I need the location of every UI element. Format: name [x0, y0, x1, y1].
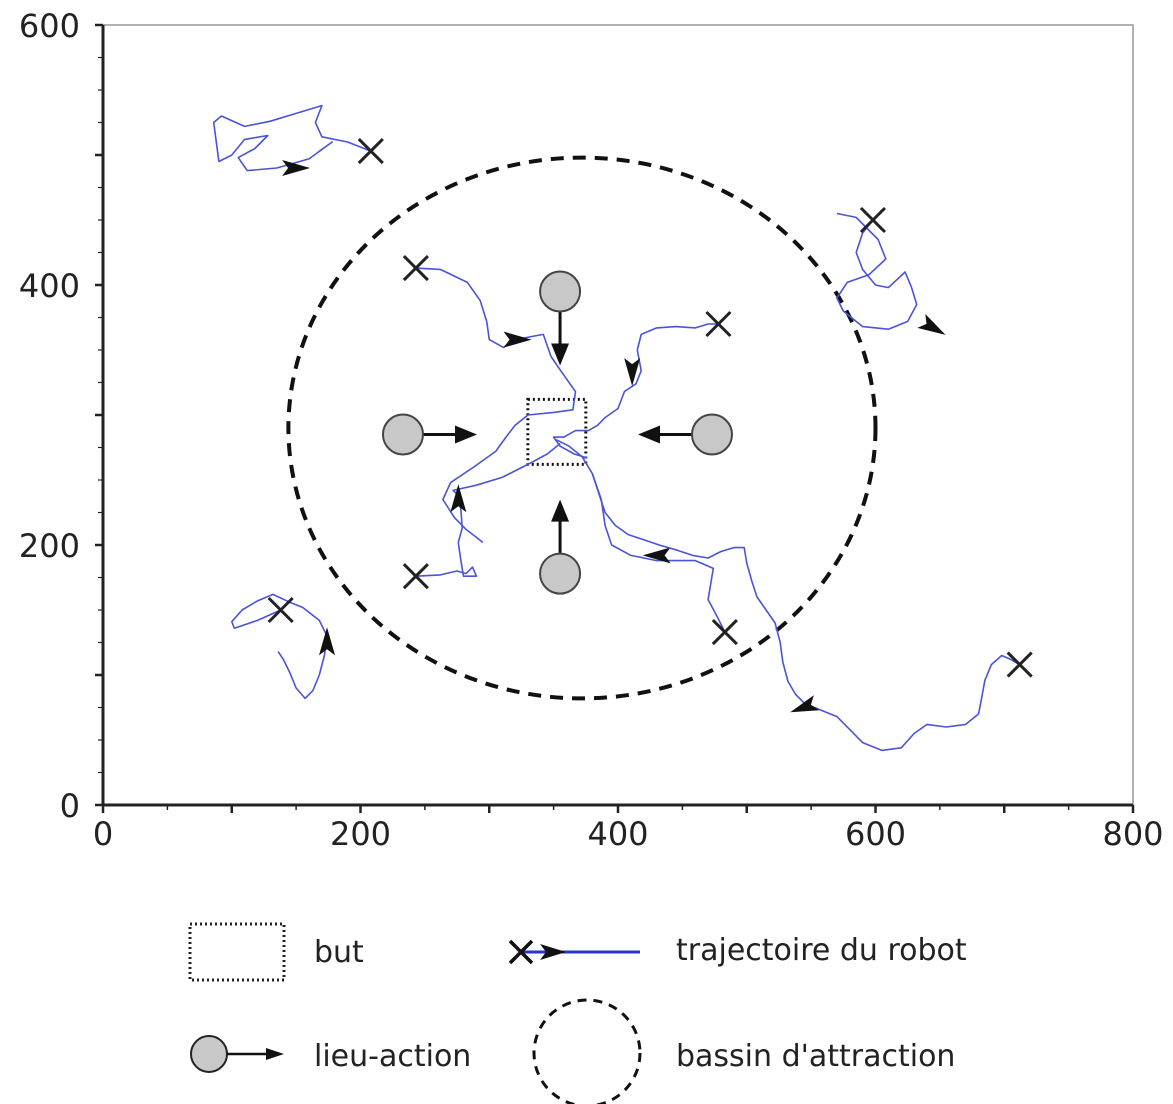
trajectory-2 — [415, 267, 577, 544]
trajectory-3-arrow-0 — [624, 358, 641, 387]
trajectory-4-arrow-0 — [450, 484, 467, 513]
trajectory-7-arrow-0 — [790, 695, 820, 713]
legend-action-circle — [190, 1035, 228, 1073]
action-place-1 — [539, 552, 582, 595]
start-point-2 — [402, 255, 429, 282]
goal-region — [526, 397, 588, 466]
legend-label-basin: bassin d'attraction — [676, 1039, 955, 1074]
x-tick-label-200: 200 — [330, 815, 391, 853]
y-tick-label-600: 600 — [19, 7, 80, 45]
action-place-layer — [381, 270, 733, 595]
trajectory-5 — [555, 438, 726, 633]
action-place-0 — [539, 270, 582, 313]
legend-item-trajectory: trajectoire du robot — [508, 933, 967, 968]
trajectory-5-arrow-0 — [642, 547, 671, 564]
trajectory-1 — [836, 212, 918, 330]
action-place-3 — [690, 413, 733, 456]
start-point-6 — [267, 596, 294, 624]
x-tick-label-800: 800 — [1102, 815, 1163, 853]
legend-label-trajectory: trajectoire du robot — [676, 933, 967, 968]
start-point-4 — [402, 563, 429, 590]
start-point-5 — [711, 619, 738, 646]
action-place-2 — [381, 413, 424, 456]
trajectory-layer — [212, 104, 1021, 752]
legend-item-basin: bassin d'attraction — [532, 998, 955, 1104]
y-tick-label-200: 200 — [19, 527, 80, 565]
ticks: 0 200 400 600 800 0 200 400 600 — [19, 7, 1164, 853]
start-point-7 — [1006, 651, 1033, 678]
trajectory-3 — [552, 323, 719, 459]
legend-start-cross — [508, 939, 534, 965]
plot-frame — [102, 24, 1134, 806]
basin-layer — [286, 155, 878, 701]
trajectory-6 — [231, 593, 328, 700]
legend-item-action-place: lieu-action — [190, 1035, 471, 1074]
goal-layer — [526, 397, 588, 466]
legend-label-action-place: lieu-action — [314, 1039, 471, 1074]
legend-action-arrow-head — [266, 1048, 284, 1060]
start-point-layer — [267, 138, 1033, 678]
start-point-0 — [357, 138, 384, 165]
legend-item-goal: but — [188, 922, 364, 982]
legend-trajectory-arrow — [540, 944, 566, 960]
legend-label-goal: but — [314, 935, 364, 970]
legend-basin-circle — [532, 998, 642, 1104]
basin-of-attraction — [286, 155, 878, 701]
y-tick-label-0: 0 — [60, 787, 80, 825]
action-arrow-head-0 — [551, 343, 570, 366]
trajectory-7 — [591, 473, 1021, 752]
start-point-1 — [859, 206, 886, 234]
legend-goal-swatch — [188, 922, 286, 982]
y-tick-label-400: 400 — [19, 267, 80, 305]
action-arrow-head-1 — [551, 499, 570, 522]
axes — [101, 25, 1133, 807]
plot-area — [102, 24, 1134, 806]
trajectory-4 — [415, 442, 561, 577]
trajectory-6-arrow-0 — [319, 627, 336, 656]
trajectory-0 — [212, 104, 372, 172]
action-arrow-head-3 — [637, 425, 660, 444]
legend: but trajectoire du robot lieu-action bas… — [188, 922, 967, 1104]
trajectory-1-arrow-0 — [917, 313, 946, 335]
x-tick-label-0: 0 — [93, 815, 113, 853]
action-arrow-head-2 — [454, 425, 477, 444]
trajectory-2-arrow-0 — [503, 331, 532, 348]
x-tick-label-400: 400 — [587, 815, 648, 853]
start-point-3 — [705, 310, 732, 338]
x-tick-label-600: 600 — [845, 815, 906, 853]
trajectory-0-arrow-0 — [282, 160, 311, 176]
